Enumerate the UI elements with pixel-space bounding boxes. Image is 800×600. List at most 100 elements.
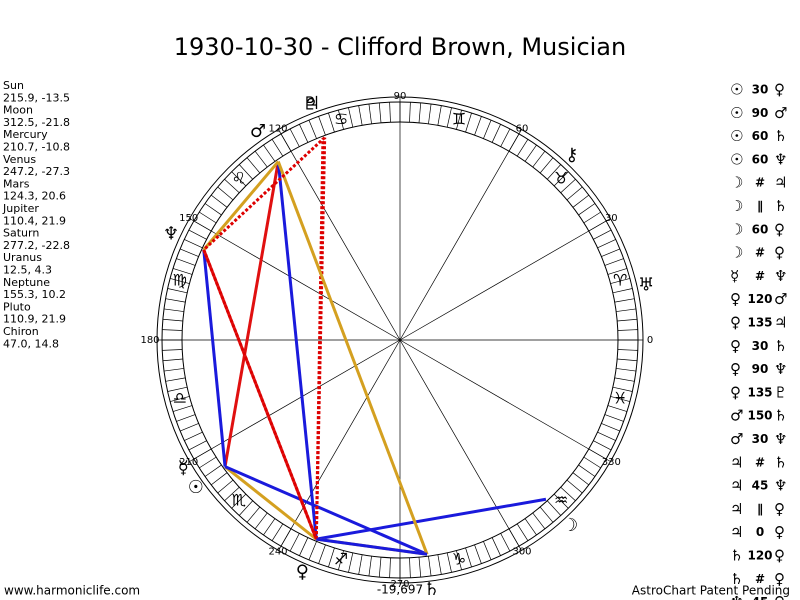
ring-tick	[308, 541, 317, 561]
ring-tick	[170, 396, 190, 402]
aspect-planet: ☽	[730, 244, 743, 262]
aspect-planet: ♀	[774, 81, 785, 99]
title: 1930-10-30 - Clifford Brown, Musician	[174, 33, 626, 61]
ring-tick	[179, 248, 199, 257]
ring-tick	[210, 194, 228, 208]
ring-tick	[483, 541, 492, 561]
aspect-planet: ♆	[730, 593, 743, 600]
ring-tick	[263, 518, 276, 536]
ring-tick	[210, 472, 228, 486]
aspect-type: ∥	[757, 199, 763, 213]
ring-tick	[179, 423, 199, 432]
ring-tick	[224, 487, 240, 502]
aspect-planet: ♃	[730, 500, 743, 518]
aspect-planet: ♀	[774, 500, 785, 518]
ring-tick	[474, 544, 482, 564]
planet-name: Chiron	[3, 325, 39, 338]
aspect-type: 135	[747, 316, 772, 330]
ring-tick	[597, 431, 616, 441]
ring-tick	[338, 110, 344, 130]
spoke	[278, 339, 401, 551]
ring-tick	[308, 119, 317, 139]
aspect-planet: ♃	[774, 314, 787, 332]
planet-glyph: ♀	[296, 561, 309, 582]
degree-label: 90	[394, 91, 407, 102]
ring-tick	[532, 150, 546, 168]
ring-tick	[566, 186, 583, 201]
ring-tick	[614, 298, 635, 303]
ring-tick	[617, 358, 638, 362]
degree-label: 240	[268, 546, 287, 557]
ring-tick	[446, 552, 452, 573]
ring-tick	[418, 102, 422, 123]
ring-tick	[612, 288, 633, 294]
aspect-planet: ♀	[730, 290, 741, 308]
aspect-type: 90	[752, 362, 769, 376]
aspect-planet: ♆	[774, 360, 787, 378]
ring-tick	[338, 550, 344, 570]
ring-tick	[271, 523, 284, 541]
aspect-planet: ♃	[774, 174, 787, 192]
ring-tick	[553, 493, 569, 509]
planet-glyph: ⚷	[565, 145, 578, 166]
ring-tick	[572, 472, 590, 486]
planet-glyph: ♃	[304, 93, 320, 114]
sign-glyph: ♌	[232, 168, 246, 187]
planet-name: Pluto	[3, 300, 31, 313]
ring-tick	[409, 557, 411, 578]
ring-tick	[593, 229, 612, 240]
aspect-planet: ♄	[774, 127, 787, 145]
ring-tick	[500, 128, 511, 147]
ring-tick	[614, 377, 635, 382]
ring-tick	[616, 308, 637, 312]
planet-position: 312.5, -21.8	[3, 116, 70, 129]
aspect-planet: ♀	[774, 570, 785, 588]
aspect-planet: ♃	[730, 453, 743, 471]
sign-glyph: ♈	[613, 270, 627, 289]
ring-tick	[524, 518, 537, 536]
ring-tick	[163, 368, 184, 372]
planet-glyph: ♄	[424, 579, 440, 600]
ring-tick	[358, 105, 363, 126]
ring-tick	[560, 178, 576, 193]
planet-position: 47.0, 14.8	[3, 337, 59, 350]
aspect-planet: ♆	[774, 430, 787, 448]
aspect-planet: ☉	[730, 150, 743, 168]
sign-glyph: ♋	[334, 109, 348, 128]
ring-tick	[289, 128, 300, 147]
ring-tick	[217, 479, 234, 494]
ring-tick	[593, 440, 612, 451]
spoke	[399, 218, 611, 341]
degree-label: 180	[140, 335, 159, 346]
aspect-type: 90	[752, 106, 769, 120]
aspect-type: 135	[747, 385, 772, 399]
sign-glyph: ♎	[173, 389, 187, 408]
planet-glyph: ☿	[178, 458, 189, 479]
sign-glyph: ♑	[452, 550, 466, 569]
aspect-planet: ☉	[730, 81, 743, 99]
aspect-type: 45	[752, 479, 769, 493]
ring-tick	[188, 440, 207, 451]
aspect-planet: ♀	[730, 383, 741, 401]
aspect-type: 120	[747, 292, 772, 306]
aspect-type: 120	[747, 549, 772, 563]
planet-name: Neptune	[3, 276, 50, 289]
ring-tick	[547, 164, 562, 180]
ring-tick	[601, 248, 621, 257]
ring-tick	[378, 102, 382, 123]
planet-glyph: ♆	[163, 224, 179, 245]
ring-tick	[328, 547, 335, 568]
ring-tick	[607, 405, 628, 412]
degree-label: 150	[179, 213, 198, 224]
spoke	[278, 129, 401, 341]
degree-label: 30	[605, 213, 618, 224]
planet-name: Venus	[3, 153, 36, 166]
ring-tick	[500, 533, 511, 552]
aspect-type: 30	[752, 83, 769, 97]
ring-tick	[610, 278, 630, 284]
ring-tick	[167, 288, 188, 294]
aspect-planet: ♇	[774, 383, 787, 401]
ring-tick	[184, 431, 203, 441]
ring-tick	[560, 487, 576, 502]
